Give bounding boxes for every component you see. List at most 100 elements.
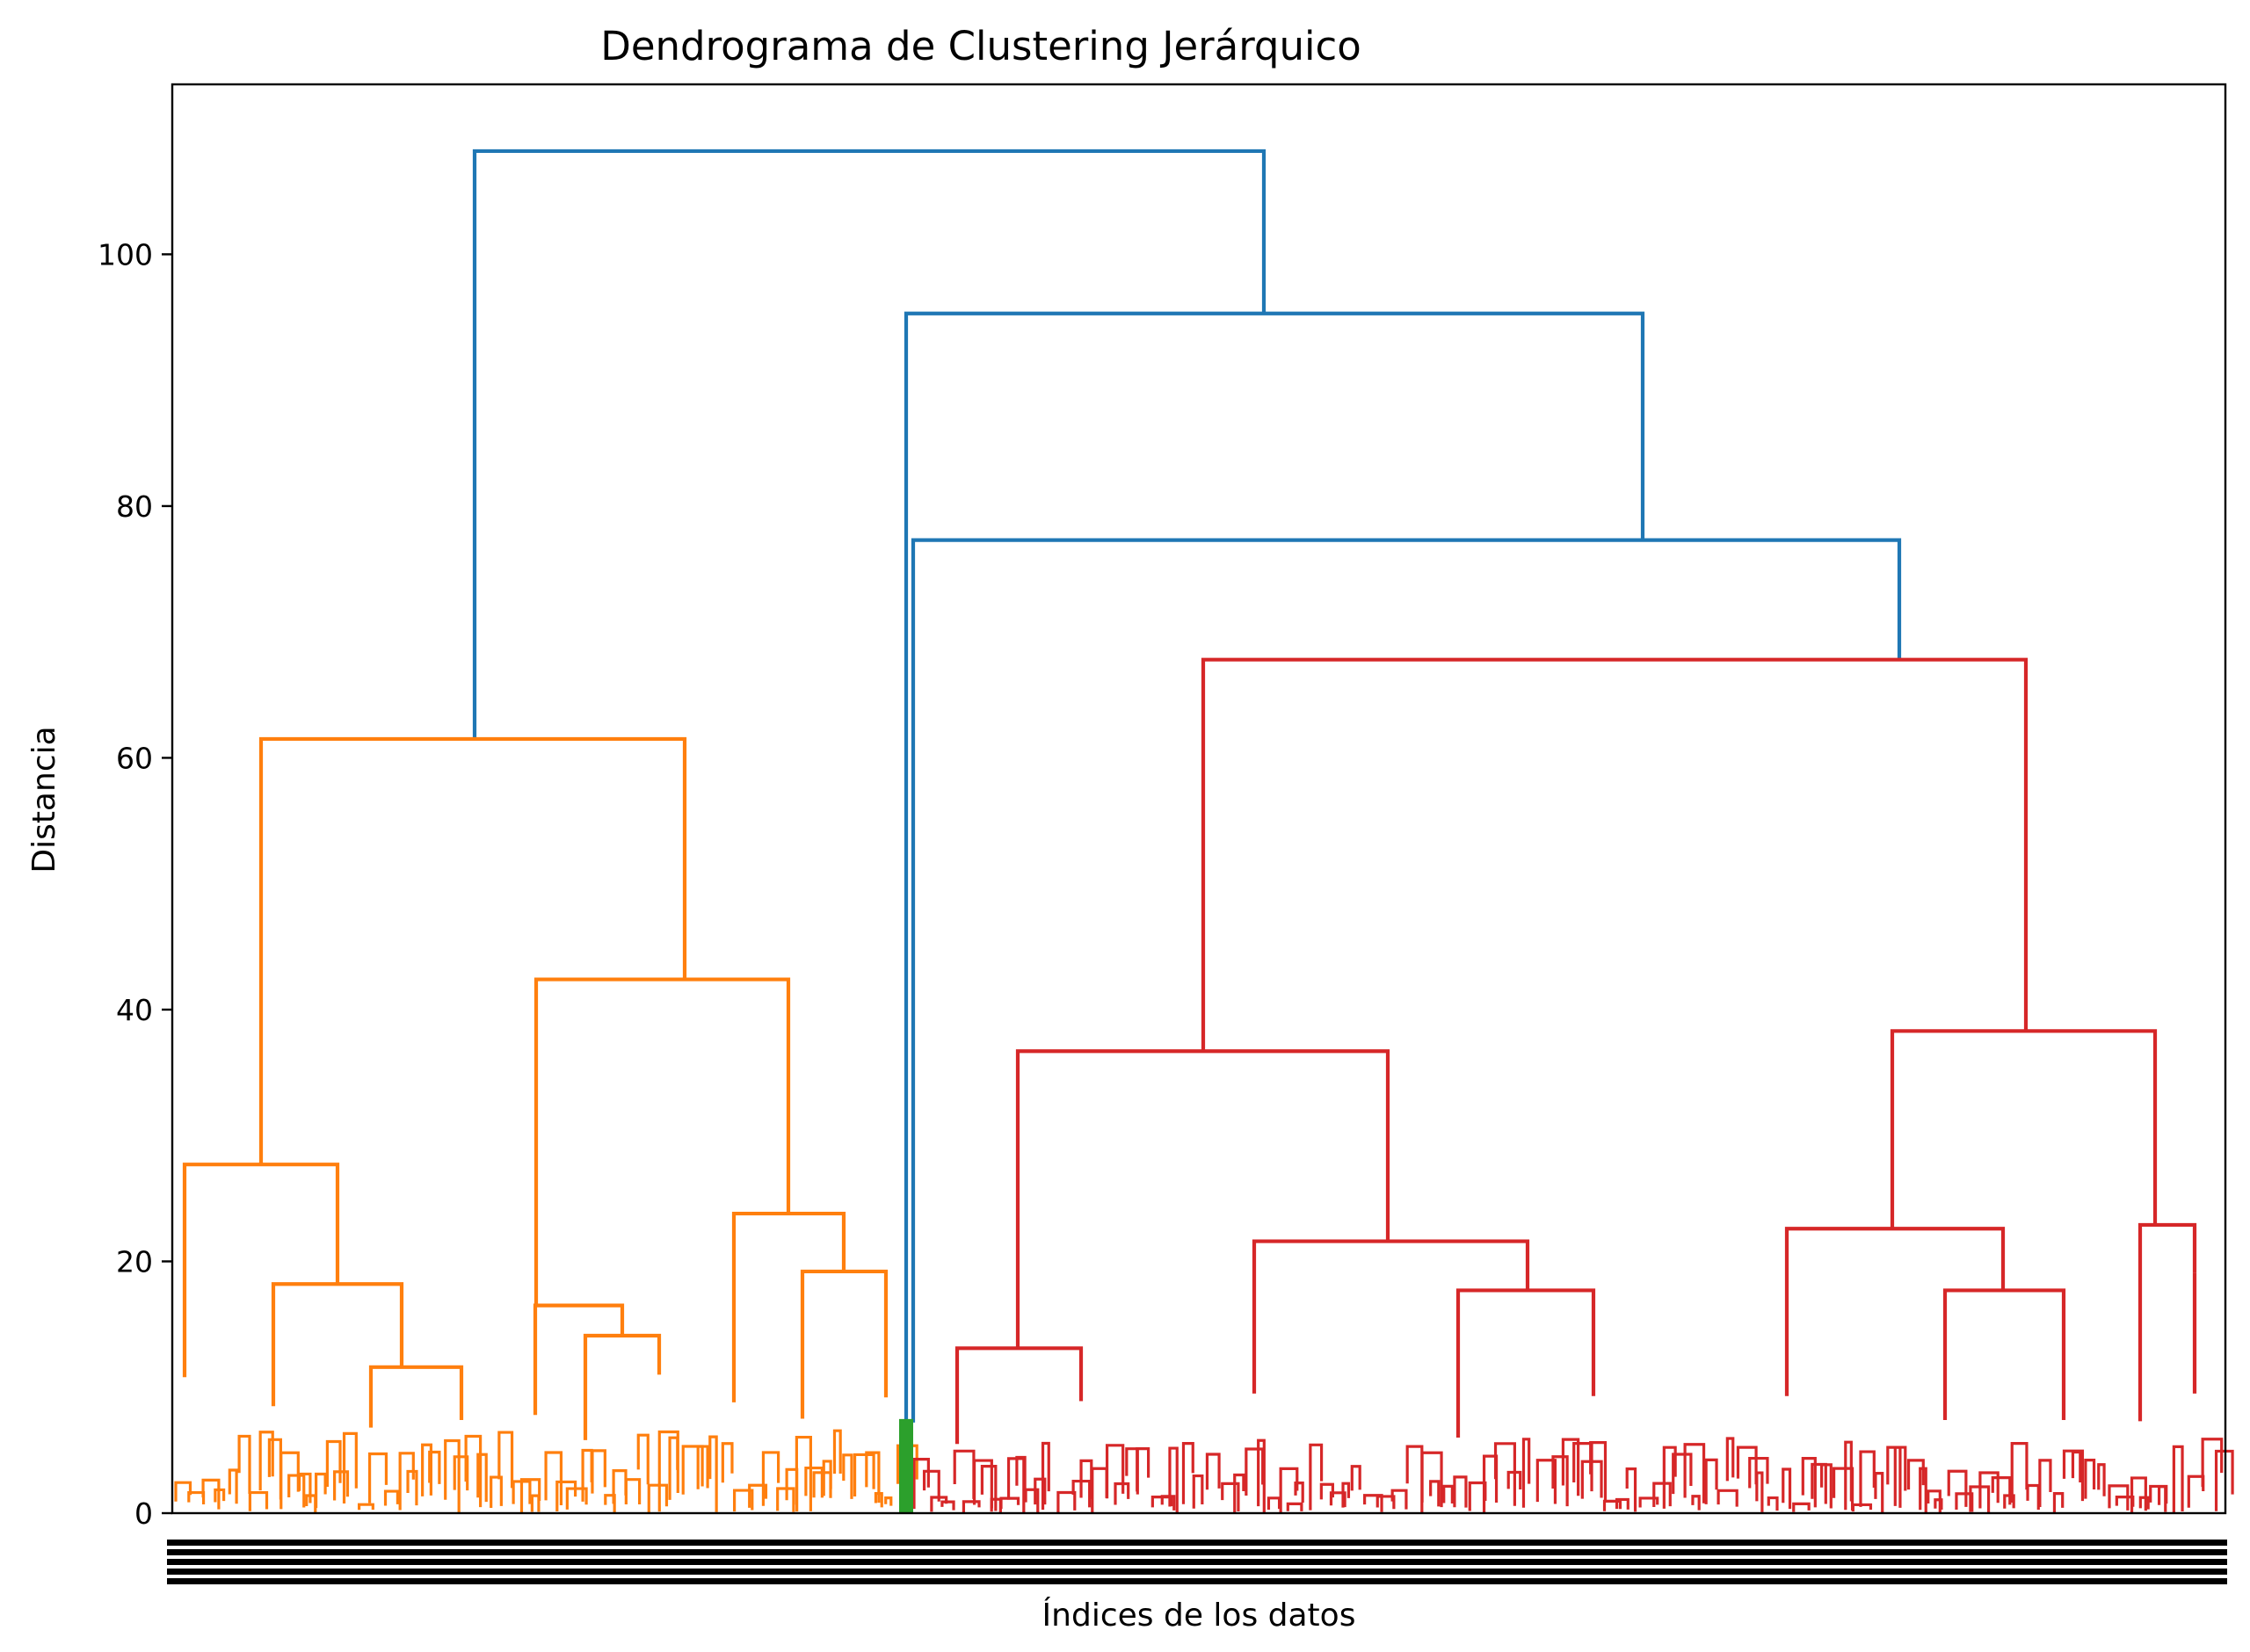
dendrogram-leaf-link — [1160, 1495, 1176, 1511]
leaf-label-row — [167, 1569, 2227, 1575]
y-tick-label: 20 — [116, 1244, 153, 1279]
dendrogram-leaf-link — [636, 1433, 650, 1485]
dendrogram-leaf-link — [398, 1452, 415, 1511]
y-axis-label: Distancia — [26, 726, 62, 873]
dendrogram-link — [472, 149, 1267, 739]
dendrogram-link — [1201, 657, 2029, 1052]
dendrogram-leaf-link — [214, 1488, 226, 1503]
dendrogram-leaf-link — [721, 1442, 734, 1483]
dendrogram-leaf-link — [842, 1453, 853, 1499]
dendrogram-leaf-link — [428, 1450, 441, 1484]
dendrogram-leaf-link — [1955, 1492, 1974, 1512]
dendrogram-leaf-link — [1375, 1495, 1396, 1510]
dendrogram-leaf-link — [1683, 1443, 1706, 1503]
dendrogram-leaf-link — [1482, 1454, 1499, 1513]
dendrogram-leaf-link — [497, 1431, 514, 1489]
x-axis-label: Índices de los datos — [1042, 1597, 1356, 1634]
dendrogram-leaf-link — [1704, 1458, 1718, 1504]
dendrogram-leaf-link — [1978, 1471, 2000, 1509]
dendrogram-leaf-link — [912, 1458, 930, 1510]
dendrogram-leaf-link — [2130, 1476, 2147, 1513]
dendrogram-leaf-link — [2084, 1458, 2096, 1499]
dendrogram-leaf-link — [325, 1439, 342, 1488]
dendrogram-leaf-link — [1625, 1467, 1637, 1512]
dendrogram-leaf-link — [1363, 1494, 1383, 1512]
dendrogram-leaf-link — [565, 1487, 588, 1510]
dendrogram-leaf-link — [1561, 1438, 1580, 1496]
dendrogram-leaf-link — [1453, 1475, 1468, 1508]
dendrogram-leaf-link — [733, 1489, 754, 1512]
dendrogram-link — [2138, 1222, 2197, 1422]
dendrogram-leaf-link — [1233, 1473, 1245, 1513]
dendrogram-link — [954, 1346, 1084, 1445]
dendrogram-leaf-link — [1420, 1451, 1443, 1508]
dendrogram-leaf-link — [476, 1453, 488, 1503]
dendrogram-leaf-link — [696, 1445, 709, 1489]
dendrogram-links — [174, 149, 2234, 1513]
dendrogram-leaf-link — [1672, 1453, 1693, 1495]
dendrogram-leaf-link — [1341, 1482, 1351, 1508]
dendrogram-leaf-link — [832, 1429, 842, 1474]
dendrogram-leaf-link — [2038, 1459, 2052, 1507]
dendrogram-leaf-link — [1521, 1438, 1531, 1508]
dendrogram-leaf-link — [1819, 1463, 1833, 1509]
dendrogram-leaf-link — [1205, 1453, 1221, 1490]
dendrogram-leaf-link — [2097, 1463, 2106, 1496]
dendrogram-leaf-link — [2010, 1442, 2029, 1503]
y-axis: 0 20 40 60 80 100 — [98, 237, 172, 1531]
dendrogram-leaf-link — [1257, 1438, 1266, 1513]
dendrogram-leaf-link — [2052, 1492, 2065, 1513]
dendrogram-link — [1890, 1029, 2158, 1229]
dendrogram-leaf-link — [1329, 1491, 1346, 1508]
dendrogram-link — [258, 736, 687, 1165]
dendrogram-leaf-link — [1319, 1482, 1334, 1500]
dendrogram-leaf-link — [279, 1451, 300, 1510]
dendrogram-link — [731, 1211, 846, 1402]
dendrogram-leaf-link — [1638, 1496, 1659, 1508]
dendrogram-link — [533, 977, 791, 1306]
dendrogram-leaf-link — [1034, 1477, 1047, 1505]
dendrogram-leaf-link — [187, 1490, 206, 1505]
dendrogram-leaf-link — [972, 1459, 993, 1509]
dendrogram-link — [182, 1163, 340, 1378]
dendrogram-link — [800, 1269, 889, 1419]
dendrogram-link — [271, 1282, 404, 1407]
x-tick-labels — [167, 1540, 2227, 1584]
dendrogram-leaf-link — [1801, 1457, 1817, 1508]
dendrogram-leaf-link — [1725, 1437, 1735, 1482]
dendrogram-leaf-link — [1168, 1446, 1179, 1513]
dendrogram-leaf-link — [874, 1491, 883, 1508]
dendrogram-leaf-link — [258, 1431, 274, 1491]
y-tick-label: 60 — [116, 741, 153, 775]
dendrogram-leaf-link — [1429, 1480, 1441, 1507]
dendrogram-leaf-link — [1015, 1455, 1027, 1492]
dendrogram-leaf-link — [367, 1452, 388, 1503]
dendrogram-leaf-link — [1350, 1465, 1361, 1491]
dendrogram-leaf-link — [1024, 1488, 1040, 1513]
dendrogram-leaf-link — [748, 1483, 768, 1508]
dendrogram-leaf-link — [174, 1481, 192, 1502]
dendrogram-leaf-link — [1874, 1472, 1884, 1513]
dendrogram-leaf-link — [1245, 1447, 1265, 1496]
dendrogram-leaf-link — [490, 1475, 503, 1508]
dendrogram-leaf-link — [1844, 1440, 1853, 1511]
dendrogram-leaf-link — [647, 1483, 669, 1513]
leaf-label-row — [167, 1578, 2227, 1584]
dendrogram-leaf-link — [544, 1451, 563, 1505]
dendrogram-leaf-link — [1927, 1489, 1942, 1513]
dendrogram-leaf-link — [591, 1449, 606, 1494]
dendrogram-leaf-link — [1947, 1469, 1968, 1507]
dendrogram-leaf-link — [1221, 1482, 1240, 1511]
dendrogram-leaf-link — [1506, 1470, 1522, 1490]
dendrogram-leaf-link — [1286, 1502, 1303, 1511]
dendrogram-link — [533, 1303, 625, 1416]
dendrogram-leaf-link — [237, 1434, 251, 1494]
dendrogram-leaf-link — [1309, 1443, 1324, 1511]
chart-title: Dendrograma de Clustering Jerárquico — [600, 23, 1361, 69]
dendrogram-leaf-link — [681, 1445, 704, 1495]
dendrogram-link — [904, 311, 1645, 1423]
dendrogram-leaf-link — [1535, 1459, 1557, 1504]
dendrogram-leaf-link — [884, 1496, 893, 1506]
dendrogram-leaf-link — [444, 1438, 461, 1513]
